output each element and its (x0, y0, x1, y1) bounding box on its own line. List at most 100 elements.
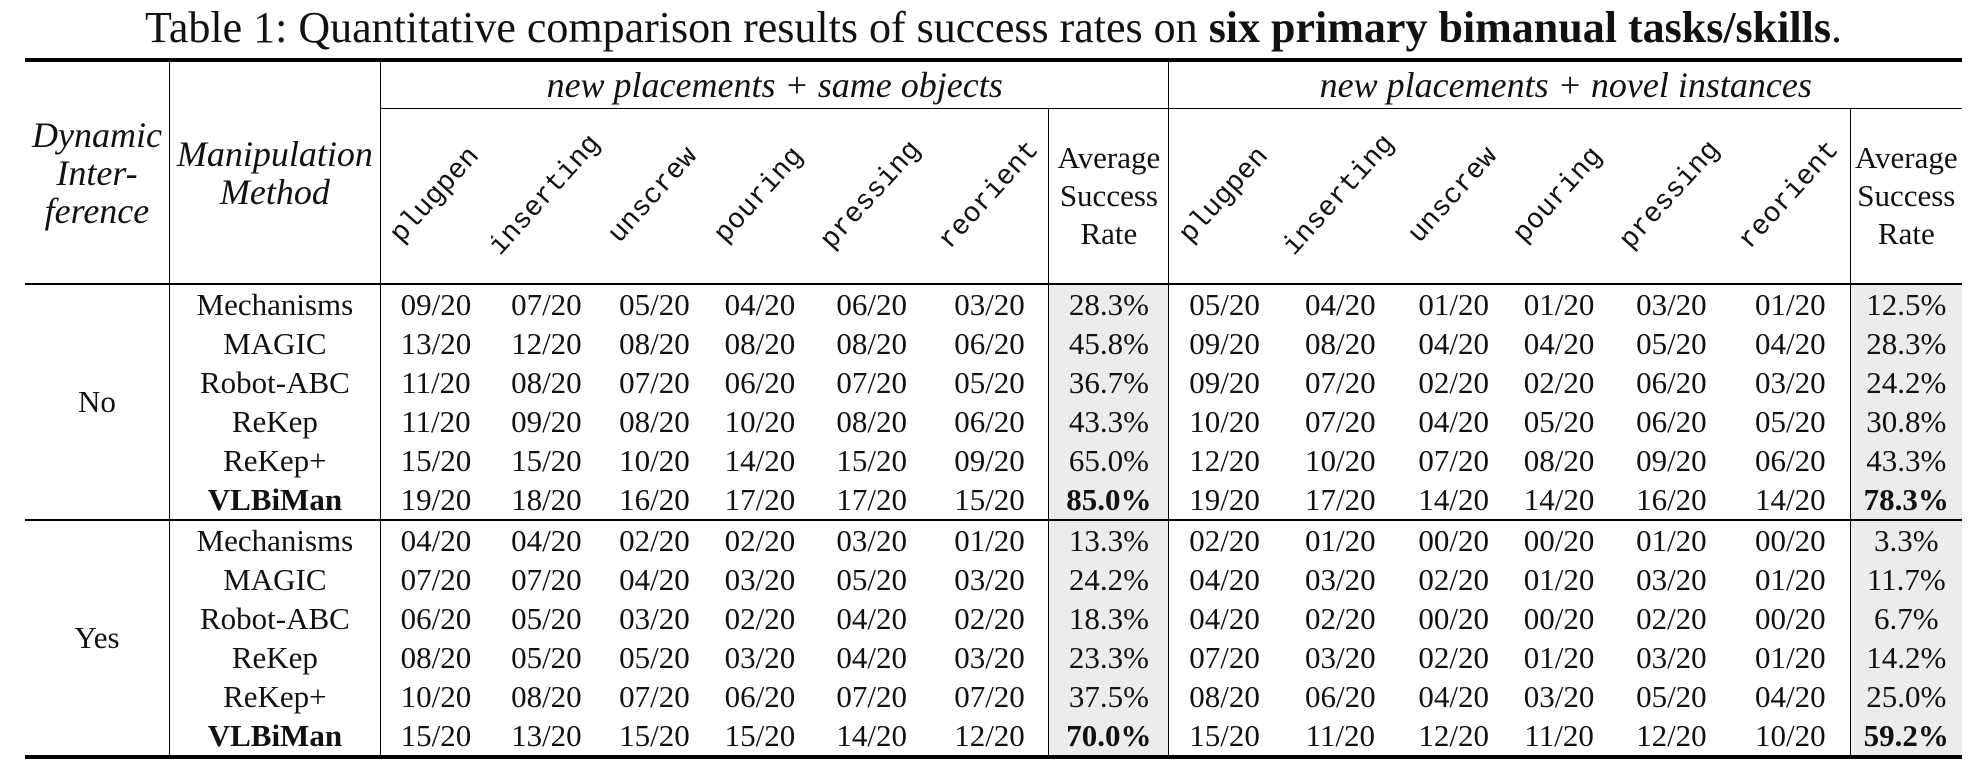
task-cell: 06/20 (724, 678, 796, 714)
task-cell: 07/20 (1305, 364, 1376, 400)
novel-task-header-inserting: inserting (1280, 109, 1401, 285)
task-cell: 01/20 (1279, 519, 1401, 560)
task-cell: 03/20 (954, 639, 1025, 675)
task-cell: 11/20 (379, 363, 492, 402)
task-cell: 04/20 (619, 561, 690, 597)
average-cell: 23.3% (1048, 638, 1169, 677)
group-label: No (25, 283, 170, 520)
task-cell: 08/20 (1168, 677, 1280, 716)
average-cell: 28.3% (1849, 324, 1962, 363)
task-cell: 05/20 (1636, 325, 1707, 361)
task-cell: 11/20 (379, 402, 492, 441)
task-cell: 02/20 (954, 600, 1025, 636)
average-cell: 12.5% (1849, 283, 1962, 324)
average-cell: 59.2% (1849, 716, 1962, 759)
task-cell: 08/20 (836, 403, 907, 439)
task-label: inserting (1279, 129, 1401, 263)
task-cell: 15/20 (601, 716, 708, 759)
table-row: ReKep+ 10/20 08/20 07/20 06/20 07/20 07/20 37.5… (25, 677, 1962, 716)
task-cell: 01/20 (1400, 283, 1507, 324)
method-cell: MAGIC (168, 324, 381, 363)
task-cell: 10/20 (1168, 402, 1280, 441)
task-cell: 12/20 (1168, 441, 1280, 480)
task-cell: 11/20 (1506, 716, 1612, 759)
task-cell: 04/20 (707, 283, 813, 324)
task-cell: 09/20 (379, 283, 492, 324)
group-label: Yes (25, 519, 170, 759)
average-cell: 25.0% (1849, 677, 1962, 716)
average-cell: 11.7% (1849, 560, 1962, 599)
task-cell: 04/20 (1754, 678, 1826, 714)
table-row: VLBiMan 19/20 18/20 16/20 17/20 17/20 15/20 85.… (25, 480, 1962, 520)
task-cell: 16/20 (1636, 481, 1707, 517)
method-cell: Robot-ABC (168, 599, 381, 638)
task-cell: 02/20 (601, 519, 708, 560)
task-cell: 04/20 (836, 600, 907, 636)
task-cell: 09/20 (1168, 363, 1280, 402)
task-cell: 04/20 (1418, 678, 1489, 714)
method-cell: ReKep+ (168, 677, 381, 716)
table-caption: Table 1: Quantitative comparison results… (0, 2, 1987, 54)
task-cell: 18/20 (511, 481, 582, 517)
task-cell: 13/20 (379, 324, 492, 363)
task-cell: 05/20 (836, 561, 907, 597)
task-cell: 01/20 (1754, 639, 1826, 675)
task-cell: 15/20 (379, 441, 492, 480)
table-row: ReKep 08/20 05/20 05/20 03/20 04/20 03/20 23.3%… (25, 638, 1962, 677)
task-cell: 01/20 (1523, 639, 1595, 675)
results-table: Dynamic Inter-ference Manipulation Method … (25, 58, 1962, 759)
task-cell: 04/20 (1168, 560, 1280, 599)
average-cell: 28.3% (1048, 283, 1169, 324)
novel-task-header-plugpen: plugpen (1168, 108, 1280, 284)
task-cell: 07/20 (954, 678, 1025, 714)
task-cell: 10/20 (724, 403, 796, 439)
task-cell: 07/20 (491, 283, 602, 324)
table-row: Robot-ABC 11/20 08/20 07/20 06/20 07/20 05/20 3… (25, 363, 1962, 402)
task-cell: 00/20 (1418, 600, 1489, 636)
task-cell: 16/20 (619, 481, 690, 517)
header-manipulation-method: Manipulation Method (176, 133, 373, 212)
task-cell: 09/20 (1168, 324, 1280, 363)
average-cell: 37.5% (1048, 677, 1169, 716)
task-cell: 01/20 (1523, 561, 1595, 597)
task-cell: 01/20 (1730, 283, 1851, 324)
task-cell: 02/20 (1418, 639, 1489, 675)
caption-prefix: Table 1: Quantitative comparison results… (145, 3, 1209, 52)
task-cell: 07/20 (511, 561, 582, 597)
task-cell: 07/20 (1418, 442, 1489, 478)
caption-suffix: . (1830, 3, 1842, 52)
task-cell: 12/20 (511, 325, 582, 361)
task-cell: 04/20 (1523, 325, 1595, 361)
task-label: pressing (814, 135, 928, 256)
task-cell: 05/20 (511, 639, 582, 675)
average-cell: 36.7% (1048, 363, 1169, 402)
table-row: MAGIC 07/20 07/20 04/20 03/20 05/20 03/20 24.2%… (25, 560, 1962, 599)
task-cell: 15/20 (836, 442, 907, 478)
task-cell: 06/20 (1754, 442, 1826, 478)
task-cell: 02/20 (1523, 364, 1595, 400)
task-cell: 12/20 (1400, 716, 1507, 759)
task-label: unscrew (603, 141, 705, 250)
novel-task-header-pressing: pressing (1612, 109, 1731, 285)
caption-bold: six primary bimanual tasks/skills (1208, 3, 1831, 52)
task-cell: 02/20 (1305, 600, 1376, 636)
task-cell: 12/20 (930, 716, 1049, 759)
task-cell: 04/20 (379, 519, 492, 560)
task-cell: 04/20 (1279, 283, 1401, 324)
average-cell: 24.2% (1849, 363, 1962, 402)
novel-task-header-reorient: reorient (1731, 109, 1850, 285)
table-row: No Mechanisms 09/20 07/20 05/20 04/20 06/20 03/… (25, 283, 1962, 520)
task-label: unscrew (1402, 141, 1505, 250)
task-cell: 02/20 (1418, 561, 1489, 597)
same-task-header-pressing: pressing (813, 109, 931, 285)
task-cell: 03/20 (1305, 639, 1376, 675)
task-cell: 10/20 (619, 442, 690, 478)
task-cell: 01/20 (1611, 519, 1731, 560)
task-label: pouring (1507, 141, 1610, 250)
task-cell: 07/20 (619, 364, 690, 400)
task-cell: 03/20 (954, 561, 1025, 597)
task-cell: 02/20 (1418, 364, 1489, 400)
task-cell: 14/20 (1523, 481, 1595, 517)
average-cell: 45.8% (1048, 324, 1169, 363)
task-cell: 01/20 (1506, 283, 1612, 324)
